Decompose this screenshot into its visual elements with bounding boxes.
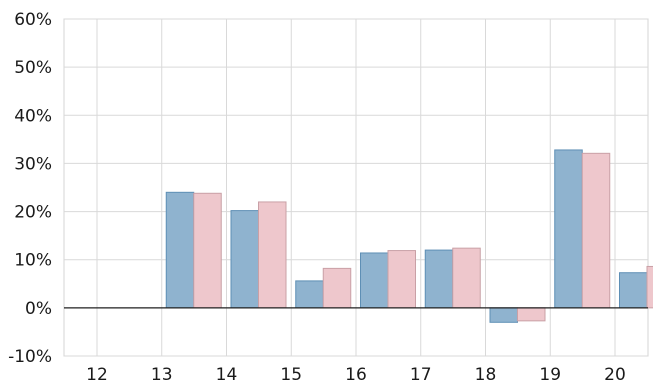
- y-tick-label: 40%: [14, 106, 52, 126]
- y-tick-label: 50%: [14, 58, 52, 78]
- bar-series2-20: [646, 265, 653, 309]
- y-tick-label: 0%: [25, 299, 52, 319]
- bar-series2-16: [387, 250, 416, 309]
- bar-series2-14: [258, 201, 287, 309]
- bar-series2-19: [581, 152, 611, 309]
- x-tick-label: 17: [410, 365, 432, 385]
- x-tick-label: 14: [216, 365, 238, 385]
- bar-series1-20: [619, 272, 648, 309]
- bar-series2-17: [452, 247, 481, 309]
- bar-series1-18: [489, 307, 518, 323]
- y-tick-label: 10%: [14, 251, 52, 271]
- y-tick-label: 30%: [14, 154, 52, 174]
- x-tick-label: 12: [86, 365, 108, 385]
- bar-series1-15: [295, 280, 324, 309]
- x-tick-label: 16: [345, 365, 367, 385]
- y-tick-label: -10%: [8, 347, 52, 367]
- x-tick-label: 20: [604, 365, 626, 385]
- grid: [63, 18, 649, 357]
- bar-series1-14: [230, 210, 259, 309]
- y-tick-labels: 60% 50% 40% 30% 20% 10% 0% -10%: [8, 10, 52, 367]
- bar-series2-15: [322, 267, 352, 309]
- x-tick-label: 15: [280, 365, 302, 385]
- bar-series1-13: [165, 191, 195, 309]
- bars: [165, 149, 653, 323]
- x-tick-label: 13: [151, 365, 173, 385]
- x-tick-labels: 12 13 14 15 16 17 18 19 20: [86, 365, 626, 385]
- bar-series2-18: [517, 307, 546, 322]
- bar-series1-17: [424, 249, 454, 309]
- y-tick-label: 20%: [14, 203, 52, 223]
- bar-series1-16: [360, 252, 389, 309]
- x-tick-label: 19: [539, 365, 561, 385]
- x-tick-label: 18: [475, 365, 497, 385]
- bar-series2-13: [193, 192, 222, 309]
- bar-series1-19: [554, 149, 583, 309]
- y-tick-label: 60%: [14, 10, 52, 30]
